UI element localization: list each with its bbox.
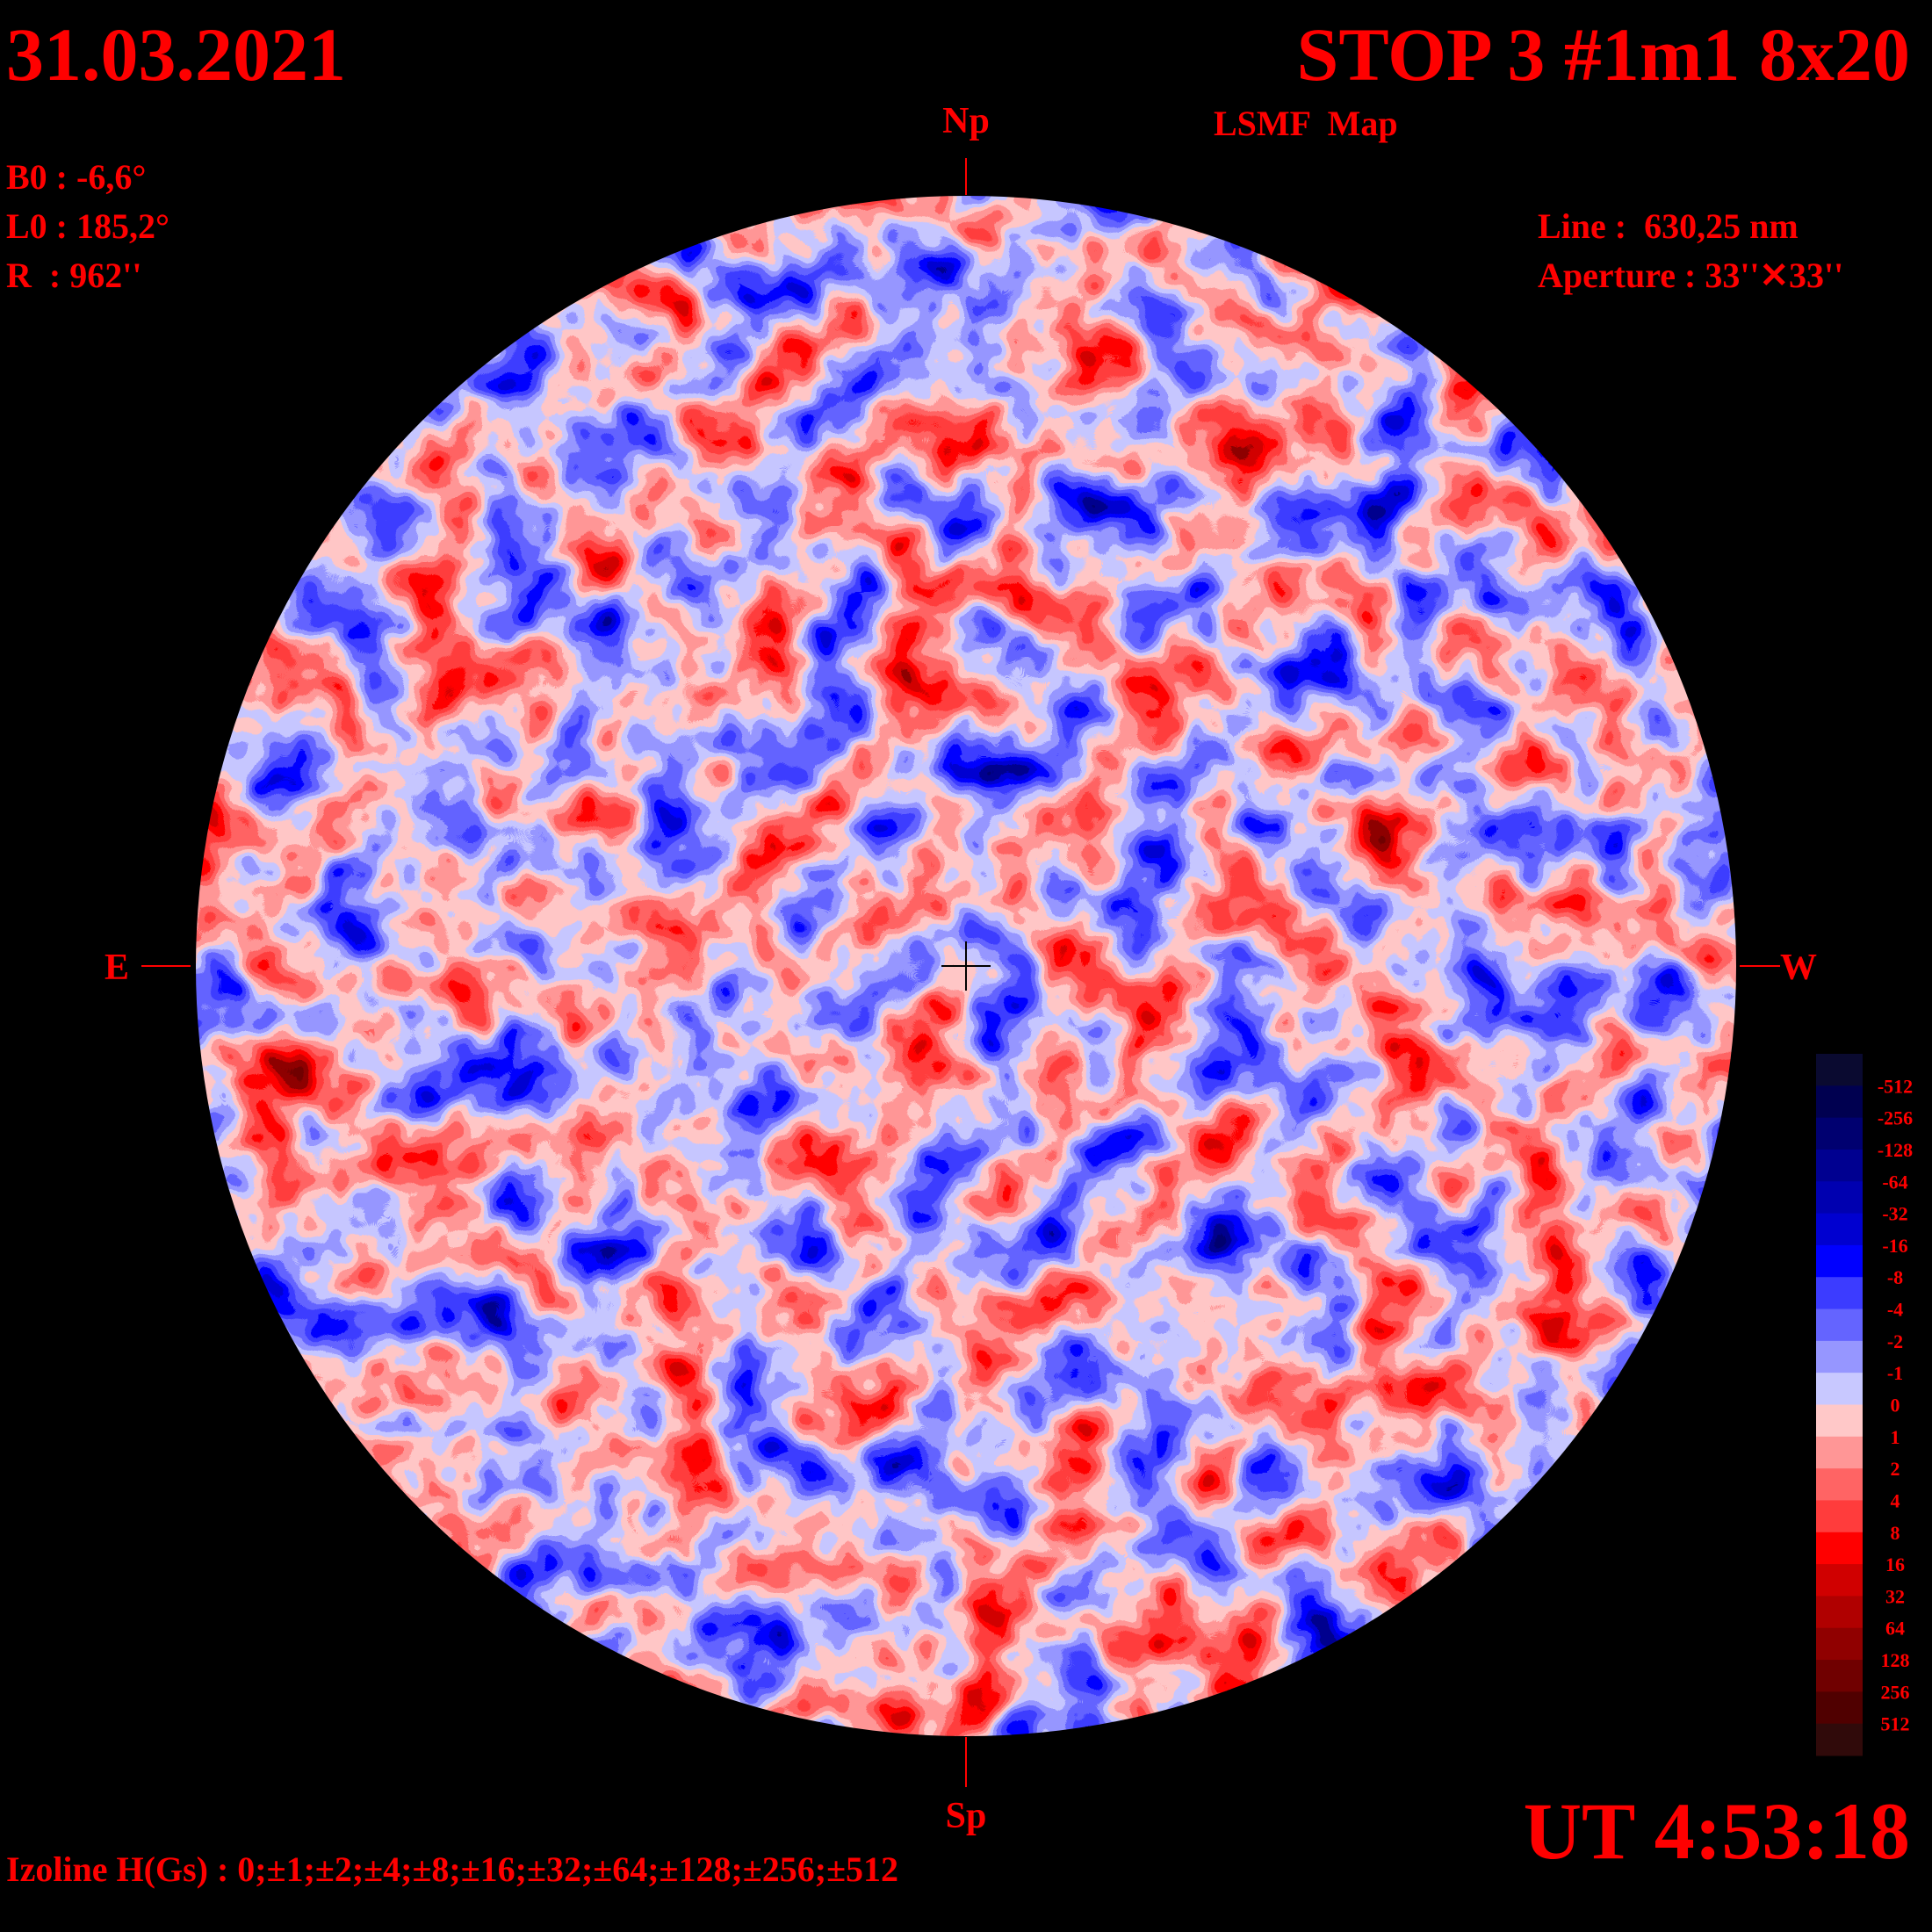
colorbar-label: -8 [1887, 1266, 1903, 1288]
colorbar-band [1816, 1340, 1863, 1373]
colorbar-label: 4 [1891, 1489, 1900, 1511]
colorbar-band [1816, 1181, 1863, 1215]
colorbar-label: -64 [1882, 1171, 1907, 1193]
colorbar-band [1816, 1277, 1863, 1310]
radius: R : 962'' [6, 256, 141, 295]
colorbar-band [1816, 1436, 1863, 1469]
west-label: W [1780, 948, 1817, 988]
colorbar-label: 8 [1891, 1522, 1900, 1544]
colorbar-band [1816, 1596, 1863, 1629]
isoline-levels: Izoline H(Gs) : 0;±1;±2;±4;±8;±16;±32;±6… [6, 1849, 898, 1889]
north-label: Np [942, 101, 990, 141]
colorbar-label: 2 [1891, 1458, 1900, 1480]
colorbar-band [1816, 1085, 1863, 1119]
title: STOP 3 #1m1 8x20 [1297, 12, 1910, 97]
colorbar-label: 32 [1885, 1585, 1905, 1607]
colorbar-label: 128 [1881, 1649, 1910, 1671]
colorbar-band [1816, 1468, 1863, 1501]
colorbar-band [1816, 1532, 1863, 1565]
colorbar-label: -2 [1887, 1330, 1903, 1352]
colorbar-band [1816, 1627, 1863, 1661]
l0: L0 : 185,2° [6, 206, 169, 246]
colorbar-label: 0 [1891, 1395, 1900, 1417]
colorbar: -512 -256 -128 -64 -32 -16 -8 -4 -2 -1 0 1 2 4 8 16 32 64… [1816, 1054, 1913, 1756]
colorbar-label: 64 [1885, 1618, 1905, 1640]
colorbar-label: -16 [1882, 1235, 1907, 1257]
colorbar-label: 256 [1881, 1681, 1910, 1703]
colorbar-band [1816, 1308, 1863, 1342]
colorbar-band [1816, 1564, 1863, 1597]
colorbar-label: -512 [1878, 1075, 1913, 1097]
colorbar-band [1816, 1660, 1863, 1692]
colorbar-band [1816, 1054, 1863, 1086]
colorbar-band [1816, 1117, 1863, 1150]
line-info: Line : 630,25 nm [1538, 206, 1799, 246]
colorbar-label: 16 [1885, 1554, 1905, 1575]
colorbar-label: -256 [1878, 1107, 1913, 1129]
colorbar-band [1816, 1373, 1863, 1405]
orientation-ticks [141, 158, 1780, 1787]
center-cross [941, 941, 991, 991]
colorbar-label: 1 [1891, 1426, 1900, 1448]
colorbar-label: 512 [1881, 1713, 1910, 1735]
colorbar-band [1816, 1149, 1863, 1182]
subtitle: LSMF Map [1214, 104, 1398, 143]
south-label: Sp [946, 1796, 987, 1836]
colorbar-band [1816, 1213, 1863, 1246]
colorbar-band [1816, 1404, 1863, 1438]
colorbar-band [1816, 1691, 1863, 1725]
aperture-info: Aperture : 33''✕33'' [1538, 256, 1843, 295]
colorbar-label: -32 [1882, 1203, 1907, 1225]
ut-time: UT 4:53:18 [1524, 1786, 1910, 1876]
colorbar-label: -4 [1887, 1299, 1903, 1321]
date: 31.03.2021 [6, 12, 346, 97]
east-label: E [105, 948, 129, 988]
colorbar-band [1816, 1723, 1863, 1756]
colorbar-band [1816, 1244, 1863, 1278]
colorbar-label: -128 [1878, 1139, 1913, 1161]
b0: B0 : -6,6° [6, 157, 146, 197]
colorbar-label: -1 [1887, 1362, 1903, 1384]
colorbar-band [1816, 1500, 1863, 1533]
